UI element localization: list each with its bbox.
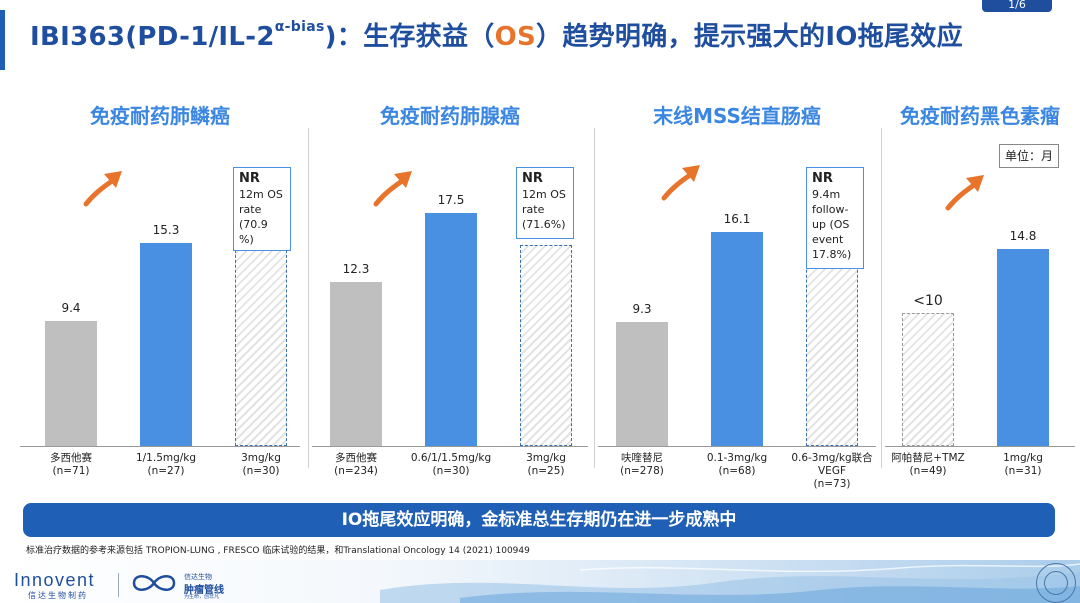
chart-title: 末线MSS结直肠癌	[653, 104, 821, 128]
data-label: 12.3	[342, 262, 370, 277]
bar	[902, 313, 954, 446]
nr-heading: NR	[239, 171, 260, 186]
footer	[0, 560, 1080, 603]
data-label: 9.3	[632, 302, 652, 317]
x-tick-label: 3mg/kg (n=30)	[241, 452, 281, 477]
x-tick-label: 多西他赛 (n=234)	[334, 452, 378, 477]
data-label: 14.8	[1009, 229, 1037, 244]
x-tick-label: 1/1.5mg/kg (n=27)	[135, 452, 197, 477]
bar	[425, 213, 477, 446]
x-tick-label: 多西他赛 (n=71)	[50, 452, 92, 477]
oncology-logo-line3: 为生命，创非凡	[184, 594, 220, 600]
innovent-logo-cn: 信达生物制药	[28, 591, 88, 600]
bar	[140, 242, 192, 446]
title-accent-bar	[0, 10, 5, 70]
wave-decoration	[380, 563, 1080, 603]
bar	[235, 245, 287, 446]
innovent-logo: Innovent	[14, 570, 96, 590]
bar	[330, 282, 382, 446]
x-tick-label: 0.6/1/1.5mg/kg (n=30)	[410, 452, 492, 477]
nr-heading: NR	[522, 171, 543, 186]
chart-title: 免疫耐药肺鳞癌	[90, 104, 230, 128]
footer-separator	[118, 573, 119, 597]
x-tick-label: 0.6-3mg/kg联合 VEGF (n=73)	[791, 452, 873, 490]
bar	[711, 231, 763, 446]
bar	[997, 249, 1049, 446]
x-tick-label: 0.1-3mg/kg (n=68)	[706, 452, 768, 477]
page-title: IBI363(PD-1/IL-2α-bias)：生存获益（OS）趋势明确，提示强…	[30, 19, 963, 52]
nr-annotation-box: NR 12m OS rate (70.9 %)	[233, 167, 291, 251]
x-axis-baseline	[20, 446, 300, 447]
trend-up-arrow-icon	[945, 175, 984, 211]
x-tick-label: 1mg/kg (n=31)	[1003, 452, 1043, 477]
x-axis-baseline	[598, 446, 876, 447]
data-label: 9.4	[61, 300, 81, 315]
x-axis-baseline	[885, 446, 1075, 447]
trend-up-arrow-icon	[83, 171, 122, 207]
chart-title: 免疫耐药肺腺癌	[380, 104, 520, 128]
data-label: 15.3	[152, 222, 180, 237]
oncology-logo-line1: 信达生物	[184, 573, 212, 581]
nr-annotation-box: NR 12m OS rate (71.6%)	[516, 167, 574, 239]
nr-annotation-box: NR 9.4m follow-up (OS event 17.8%)	[806, 167, 864, 269]
x-tick-label: 呋喹替尼 (n=278)	[620, 452, 664, 477]
x-tick-label: 阿帕替尼+TMZ (n=49)	[891, 452, 965, 477]
summary-banner: IO拖尾效应明确，金标准总生存期仍在进一步成熟中	[23, 503, 1055, 537]
oncology-logo-line2: 肿瘤管线	[184, 585, 224, 596]
page-number: 1/6	[982, 0, 1052, 12]
data-label: <10	[913, 293, 943, 309]
x-axis-baseline	[312, 446, 588, 447]
data-label: 16.1	[723, 211, 751, 226]
trend-up-arrow-icon	[373, 171, 412, 207]
bar	[520, 245, 572, 446]
footnote: 标准治疗数据的参考来源包括 TROPION-LUNG , FRESCO 临床试验…	[26, 546, 530, 556]
data-label: 17.5	[437, 193, 465, 208]
bar	[806, 245, 858, 446]
seal-icon	[1036, 563, 1076, 603]
panel-divider	[594, 128, 595, 468]
unit-label: 单位：月	[999, 144, 1059, 168]
panel-divider	[308, 128, 309, 468]
nr-heading: NR	[812, 171, 833, 186]
trend-up-arrow-icon	[661, 165, 700, 201]
oncology-infinity-icon	[132, 575, 176, 591]
panel-divider	[881, 128, 882, 468]
bar	[616, 322, 668, 446]
chart-title: 免疫耐药黑色素瘤	[900, 104, 1060, 128]
x-tick-label: 3mg/kg (n=25)	[526, 452, 566, 477]
bar	[45, 320, 97, 446]
